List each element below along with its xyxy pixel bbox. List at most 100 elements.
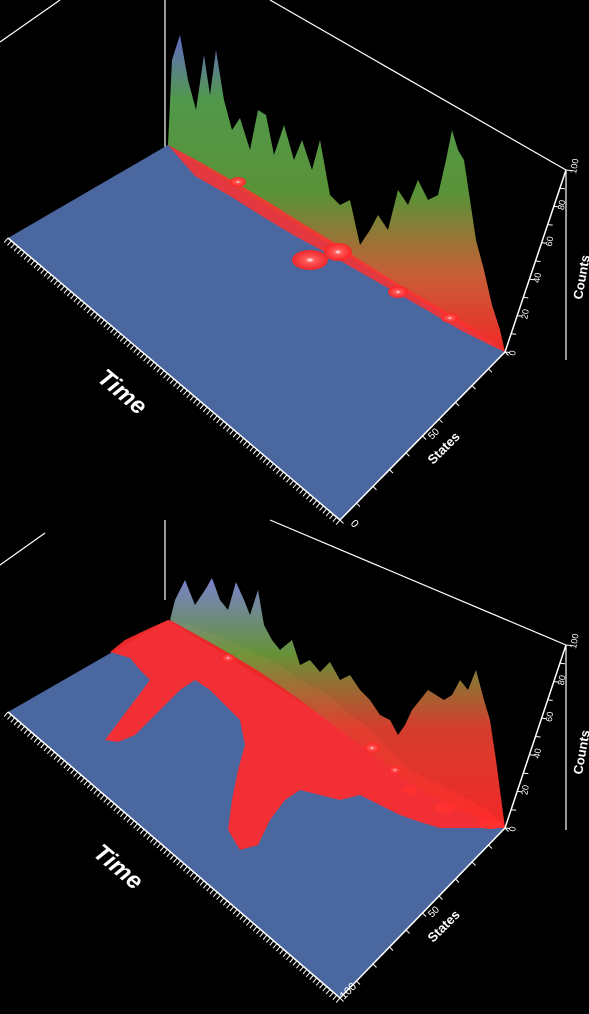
time-tick xyxy=(159,370,165,376)
time-tick xyxy=(262,457,268,463)
time-tick xyxy=(335,519,341,525)
time-tick xyxy=(86,308,92,314)
time-tick xyxy=(20,251,25,257)
time-tick xyxy=(110,803,115,809)
time-tick xyxy=(90,310,95,317)
time-tick xyxy=(279,471,284,477)
states-tick xyxy=(422,912,427,917)
time-tick xyxy=(43,745,49,752)
time-tick xyxy=(66,291,72,297)
time-tick xyxy=(272,943,278,949)
time-tick xyxy=(123,339,128,345)
time-tick xyxy=(169,854,175,860)
counts-tick xyxy=(511,333,517,335)
time-tick xyxy=(27,257,32,263)
time-tick xyxy=(246,920,251,926)
time-tick xyxy=(199,880,205,886)
time-tick xyxy=(116,808,122,815)
time-tick xyxy=(219,420,225,427)
time-tick xyxy=(322,508,328,514)
time-tick xyxy=(10,717,16,723)
time-tick xyxy=(262,934,268,940)
time-tick xyxy=(329,514,334,520)
time-tick xyxy=(146,834,152,840)
states-tick xyxy=(422,435,427,440)
time-tick xyxy=(302,969,308,975)
counts-tick xyxy=(559,187,565,190)
time-tick xyxy=(63,763,69,769)
time-tick xyxy=(153,840,158,846)
time-tick xyxy=(246,443,251,449)
time-tick xyxy=(3,711,9,717)
time-tick xyxy=(80,302,85,308)
time-tick xyxy=(56,757,62,763)
surface-peaks-top xyxy=(168,35,505,352)
time-tick xyxy=(216,894,221,900)
time-tick xyxy=(236,435,241,441)
time-tick xyxy=(242,440,248,446)
counts-tick xyxy=(565,644,572,646)
time-tick xyxy=(113,330,118,336)
time-tick xyxy=(295,485,301,492)
time-tick xyxy=(285,477,291,483)
time-tick xyxy=(232,909,238,915)
time-tick xyxy=(73,296,79,303)
time-tick xyxy=(36,265,42,272)
counts-tick-label: 60 xyxy=(544,236,556,248)
time-tick xyxy=(282,474,288,480)
time-tick xyxy=(315,502,321,508)
time-tick xyxy=(179,863,185,869)
time-tick xyxy=(76,774,82,780)
time-tick xyxy=(269,463,274,469)
time-tick xyxy=(305,971,311,978)
time-tick xyxy=(193,874,198,880)
time-tick xyxy=(100,794,105,800)
states-tick xyxy=(455,878,460,883)
counts-tick xyxy=(523,296,529,299)
time-tick xyxy=(295,963,301,969)
time-tick xyxy=(7,714,12,720)
time-tick xyxy=(166,375,172,382)
states-tick xyxy=(504,827,509,832)
counts-tick xyxy=(504,351,511,353)
time-tick xyxy=(66,766,72,772)
time-tick xyxy=(13,720,19,726)
counts-axis-label-top: Counts xyxy=(570,254,589,301)
time-tick xyxy=(123,814,128,820)
time-tick xyxy=(149,837,155,843)
time-tick xyxy=(259,454,265,461)
counts-tick xyxy=(504,827,511,829)
states-tick xyxy=(504,351,509,356)
time-tick xyxy=(285,954,291,960)
time-tick xyxy=(276,468,281,475)
time-tick xyxy=(17,723,22,729)
time-tick xyxy=(129,820,135,826)
time-tick xyxy=(143,831,148,837)
time-tick xyxy=(116,333,122,339)
plot-frame-top xyxy=(0,0,567,360)
time-tick xyxy=(166,851,172,858)
time-tick xyxy=(153,364,158,370)
time-tick xyxy=(113,806,118,812)
time-tick xyxy=(103,797,108,803)
time-tick xyxy=(133,347,138,353)
time-tick xyxy=(106,800,112,806)
states-tick xyxy=(372,963,377,968)
time-tick xyxy=(30,734,35,740)
time-tick xyxy=(276,946,281,952)
time-tick xyxy=(256,451,261,458)
time-tick xyxy=(156,367,162,373)
time-tick xyxy=(236,911,241,918)
time-tick xyxy=(183,866,188,872)
time-tick xyxy=(133,823,138,829)
time-tick xyxy=(83,780,89,786)
time-tick xyxy=(10,243,16,249)
time-tick xyxy=(176,384,182,390)
plot-frame-bottom xyxy=(0,519,567,830)
time-tick xyxy=(312,499,318,506)
time-tick xyxy=(239,437,245,444)
counts-tick xyxy=(541,717,547,720)
time-tick xyxy=(193,398,198,404)
